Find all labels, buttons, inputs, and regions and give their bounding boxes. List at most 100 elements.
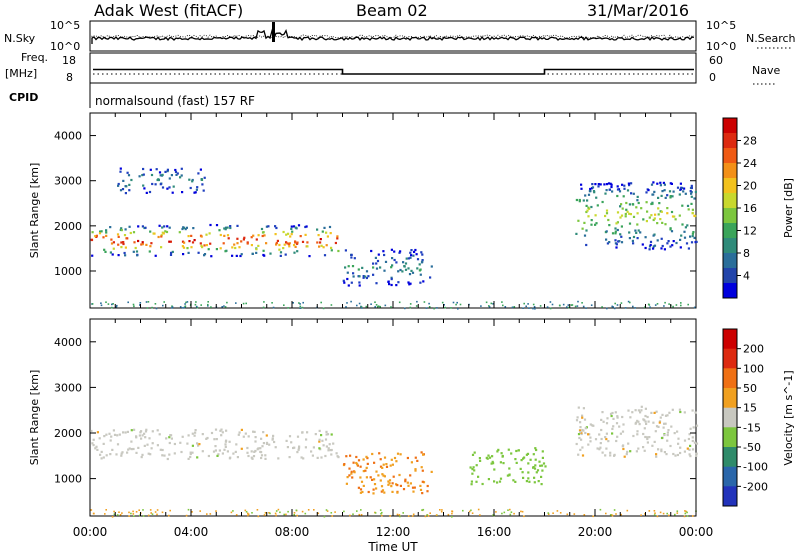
- scatter-cell: [535, 448, 538, 452]
- scatter-cell: [600, 437, 603, 441]
- scatter-cell: [124, 431, 127, 434]
- nsky-trace: [91, 28, 695, 44]
- scatter-cell: [585, 229, 588, 232]
- ground-scatter-cell: [653, 510, 656, 512]
- ground-scatter-cell: [439, 509, 441, 511]
- scatter-cell: [661, 190, 664, 193]
- scatter-cell: [105, 229, 108, 232]
- scatter-cell: [585, 210, 588, 214]
- scatter-cell: [691, 439, 694, 443]
- ground-scatter-cell: [223, 305, 225, 307]
- scatter-cell: [145, 428, 148, 431]
- scatter-cell: [608, 224, 611, 227]
- scatter-cell: [415, 253, 418, 256]
- ground-scatter-cell: [334, 511, 336, 513]
- scatter-cell: [616, 188, 620, 191]
- scatter-cell: [528, 480, 531, 483]
- scatter-cell: [154, 183, 157, 186]
- scatter-cell: [119, 167, 122, 170]
- scatter-cell: [273, 440, 276, 444]
- scatter-cell: [179, 441, 182, 444]
- scatter-cell: [365, 276, 368, 280]
- scatter-cell: [169, 434, 172, 437]
- scatter-cell: [586, 199, 589, 202]
- scatter-cell: [91, 254, 94, 257]
- scatter-cell: [344, 266, 347, 269]
- colorbar-swatch: [723, 148, 737, 164]
- colorbar-swatch: [723, 193, 737, 209]
- ground-scatter-cell: [451, 512, 453, 515]
- scatter-cell: [105, 454, 108, 457]
- scatter-cell: [361, 266, 364, 269]
- ground-scatter-cell: [155, 307, 158, 310]
- ground-scatter-cell: [184, 305, 187, 307]
- scatter-cell: [110, 242, 114, 245]
- scatter-cell: [297, 448, 300, 451]
- scatter-cell: [477, 475, 480, 478]
- ground-scatter-cell: [381, 511, 383, 514]
- scatter-cell: [409, 474, 412, 477]
- ground-scatter-cell: [171, 305, 173, 307]
- scatter-cell: [318, 245, 321, 248]
- scatter-cell: [691, 436, 694, 439]
- scatter-cell: [409, 251, 412, 254]
- scatter-cell: [274, 233, 277, 236]
- ground-scatter-cell: [374, 301, 376, 303]
- ground-scatter-cell: [187, 508, 190, 511]
- scatter-cell: [120, 246, 123, 249]
- scatter-cell: [391, 463, 394, 466]
- ground-scatter-cell: [200, 304, 202, 306]
- scatter-cell: [226, 234, 230, 237]
- scatter-cell: [191, 178, 194, 182]
- scatter-cell: [201, 450, 204, 453]
- scatter-cell: [120, 227, 123, 230]
- scatter-cell: [598, 433, 601, 436]
- scatter-cell: [358, 281, 361, 284]
- scatter-cell: [193, 191, 196, 194]
- scatter-cell: [134, 246, 137, 250]
- scatter-cell: [690, 241, 694, 244]
- ground-scatter-cell: [100, 304, 103, 307]
- ground-scatter-cell: [376, 305, 379, 308]
- scatter-cell: [246, 451, 249, 454]
- scatter-cell: [242, 435, 245, 438]
- scatter-cell: [130, 440, 133, 443]
- scatter-cell: [689, 190, 692, 193]
- scatter-cell: [619, 216, 622, 219]
- scatter-cell: [129, 231, 132, 235]
- ground-scatter-cell: [668, 514, 670, 517]
- ground-scatter-cell: [154, 303, 157, 305]
- scatter-cell: [663, 183, 666, 186]
- scatter-cell: [168, 186, 171, 189]
- ground-scatter-cell: [113, 510, 115, 513]
- scatter-cell: [215, 248, 218, 251]
- scatter-cell: [318, 440, 321, 443]
- x-tick-label: 00:00: [73, 525, 108, 539]
- scatter-cell: [318, 438, 321, 441]
- scatter-cell: [231, 246, 234, 249]
- scatter-cell: [109, 226, 112, 229]
- ground-scatter-cell: [509, 513, 512, 516]
- ground-scatter-cell: [163, 301, 165, 303]
- scatter-cell: [510, 452, 513, 455]
- scatter-cell: [221, 452, 224, 455]
- scatter-cell: [375, 487, 378, 490]
- ground-scatter-cell: [105, 509, 107, 511]
- scatter-cell: [286, 242, 289, 245]
- scatter-cell: [225, 439, 228, 442]
- scatter-cell: [188, 240, 191, 243]
- scatter-cell: [181, 227, 184, 231]
- scatter-cell: [691, 212, 694, 215]
- ground-scatter-cell: [441, 301, 444, 304]
- scatter-cell: [286, 446, 289, 449]
- scatter-cell: [132, 447, 135, 451]
- scatter-cell: [579, 448, 582, 451]
- scatter-cell: [679, 451, 682, 455]
- scatter-cell: [207, 248, 210, 251]
- ground-scatter-cell: [501, 301, 503, 303]
- scatter-cell: [393, 250, 396, 253]
- scatter-cell: [154, 254, 157, 257]
- scatter-cell: [327, 449, 330, 452]
- scatter-cell: [635, 450, 638, 453]
- scatter-cell: [497, 448, 500, 451]
